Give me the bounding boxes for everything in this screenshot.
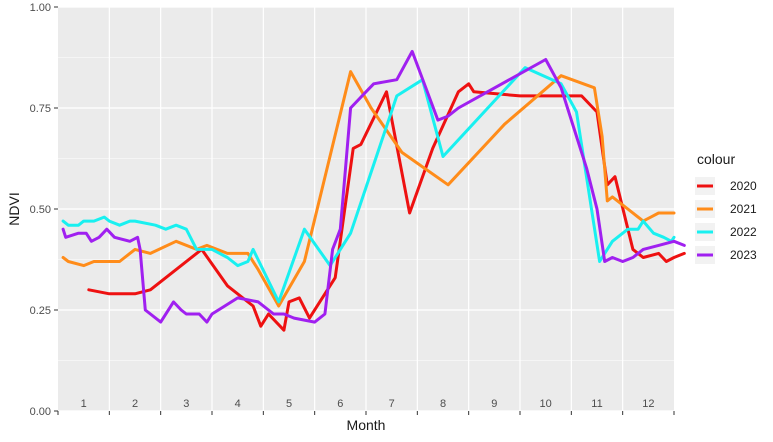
x-tick-label: 3 [183,398,189,410]
x-tick-label: 11 [591,398,602,410]
x-tick-label: 9 [491,398,497,410]
x-axis-title: Month [347,417,386,433]
x-tick-label: 1 [81,398,87,410]
x-tick-label: 5 [286,398,292,410]
major-gridlines [58,6,674,412]
x-tick-label: 2 [132,398,138,410]
x-axis-ticks: 1 2 3 4 5 6 7 8 9 10 11 12 [57,398,675,415]
series-line-2020 [87,82,686,332]
y-tick-label: 0.00 [30,406,51,418]
x-tick-label: 10 [540,398,552,410]
legend-label-2020: 2020 [730,179,757,193]
x-tick-label: 4 [235,398,241,410]
series-line-2021 [61,70,676,308]
x-tick-label: 7 [389,398,395,410]
y-tick-label: 0.25 [30,305,51,317]
series-line-2023 [61,49,686,324]
legend-label-2021: 2021 [730,202,757,216]
y-axis-title: NDVI [6,192,22,225]
y-tick-label: 1.00 [30,2,51,14]
series-line-2022 [61,66,676,304]
legend-label-2023: 2023 [730,248,757,262]
x-tick-label: 12 [642,398,654,410]
y-tick-label: 0.50 [30,204,51,216]
series-layer [61,49,686,332]
legend-label-2022: 2022 [730,225,757,239]
legend: colour 2020 2021 2022 2023 [695,151,757,264]
legend-title: colour [697,151,735,167]
x-tick-label: 6 [337,398,343,410]
legend-items: 2020 2021 2022 2023 [695,177,757,264]
y-axis-ticks: 0.00 0.25 0.50 0.75 1.00 [30,2,58,418]
x-tick-label: 8 [440,398,446,410]
y-tick-label: 0.75 [30,103,51,115]
